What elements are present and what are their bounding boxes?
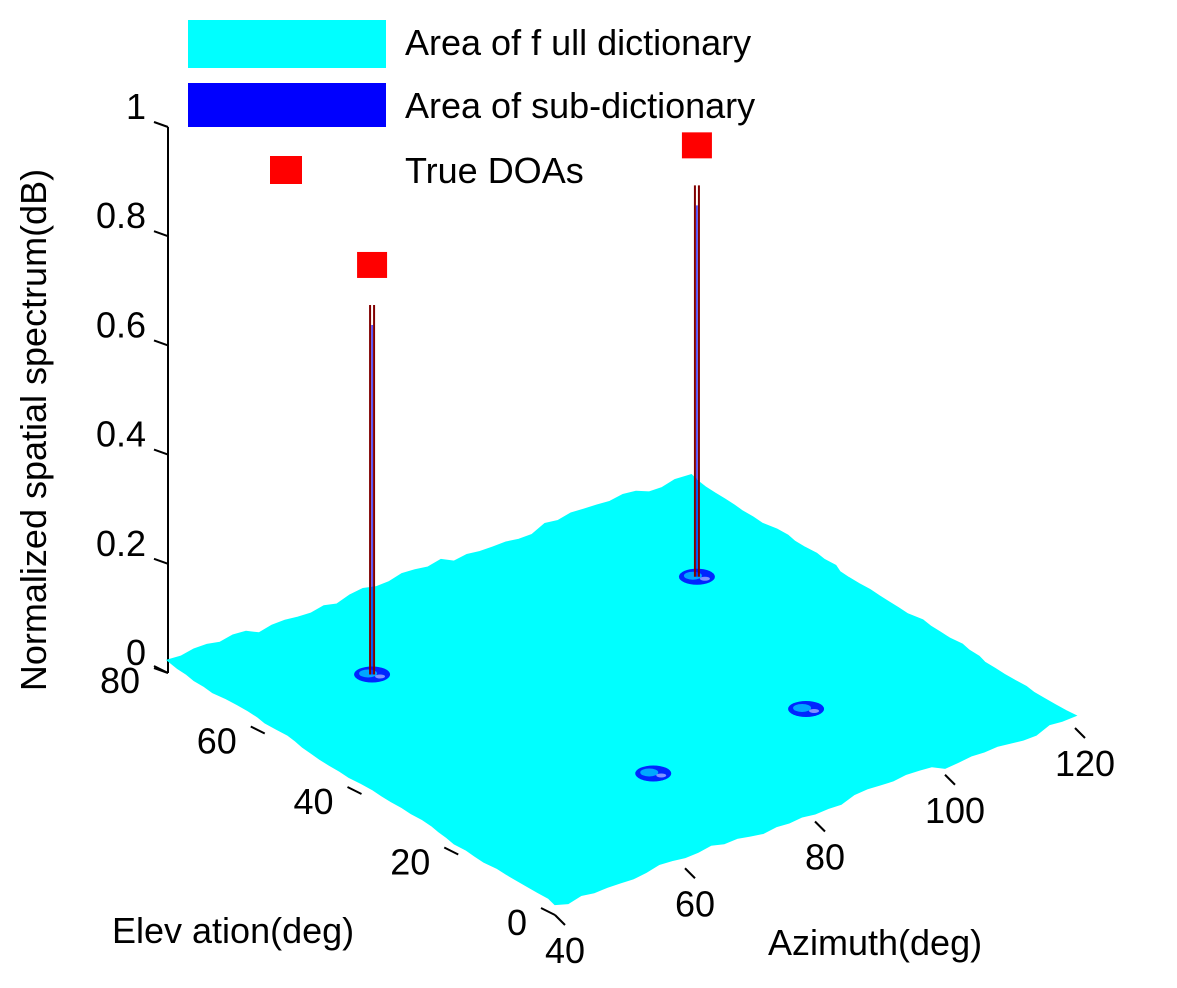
- z-axis-title: Normalized spatial spectrum(dB): [13, 169, 54, 691]
- legend-label-true-doa: True DOAs: [405, 150, 584, 191]
- legend-swatch-true-doa: [270, 156, 302, 184]
- azimuth-tick-mark: [944, 774, 956, 786]
- legend-label-full-dictionary: Area of f ull dictionary: [405, 22, 751, 63]
- elevation-tick-mark: [250, 725, 266, 735]
- elevation-tick-mark: [153, 665, 169, 674]
- z-tick-label: 0.2: [96, 523, 146, 564]
- azimuth-tick-mark: [554, 914, 566, 926]
- z-tick-label: 0.6: [96, 304, 146, 345]
- full-dictionary-area: [165, 473, 1078, 906]
- azimuth-tick-mark: [814, 820, 826, 833]
- true-doa-stem: [369, 304, 376, 675]
- azimuth-tick-mark: [684, 867, 696, 879]
- true-doa-stem: [693, 185, 700, 577]
- z-tick-mark: [153, 557, 169, 565]
- azimuth-tick-label: 60: [675, 883, 715, 924]
- z-tick-mark: [153, 448, 169, 456]
- elevation-tick-label: 20: [390, 842, 430, 883]
- elevation-tick-mark: [443, 846, 459, 856]
- z-tick-label: 0: [126, 632, 146, 673]
- full-dictionary-surface: [165, 473, 1078, 906]
- z-tick-mark: [153, 121, 169, 128]
- sub-dictionary-region: [788, 700, 825, 717]
- elevation-tick-mark: [540, 907, 556, 916]
- z-tick-label: 0.4: [96, 414, 146, 455]
- azimuth-tick-label: 100: [925, 790, 985, 831]
- sub-dictionary-region: [635, 765, 672, 782]
- elevation-tick-mark: [347, 786, 362, 795]
- z-tick-label: 1: [126, 86, 146, 127]
- azimuth-axis-title: Azimuth(deg): [768, 922, 982, 963]
- legend-swatch-sub-dictionary: [188, 83, 386, 127]
- elevation-tick-label: 80: [100, 660, 140, 701]
- axes: 0 0.2 0.4 0.6 0.8 1 0 20 40 60 80 40 60 80 100 120: [96, 86, 1115, 971]
- elevation-tick-label: 40: [293, 781, 333, 822]
- azimuth-tick-label: 80: [805, 837, 845, 878]
- z-tick-mark: [153, 230, 169, 238]
- azimuth-tick-mark: [1074, 727, 1086, 739]
- true-doa-marker: [681, 132, 712, 159]
- legend: Area of f ull dictionary Area of sub-dic…: [188, 20, 755, 191]
- azimuth-tick-label: 120: [1055, 743, 1115, 784]
- legend-label-sub-dictionary: Area of sub-dictionary: [405, 85, 755, 126]
- marks: [354, 132, 825, 782]
- elevation-tick-label: 60: [197, 721, 237, 762]
- elevation-axis-title: Elev ation(deg): [112, 910, 354, 951]
- legend-swatch-full-dictionary: [188, 20, 386, 68]
- z-tick-label: 0.8: [96, 195, 146, 236]
- azimuth-tick-label: 40: [545, 930, 585, 971]
- elevation-tick-label: 0: [507, 902, 527, 943]
- true-doa-marker: [357, 251, 388, 278]
- z-tick-mark: [153, 339, 169, 347]
